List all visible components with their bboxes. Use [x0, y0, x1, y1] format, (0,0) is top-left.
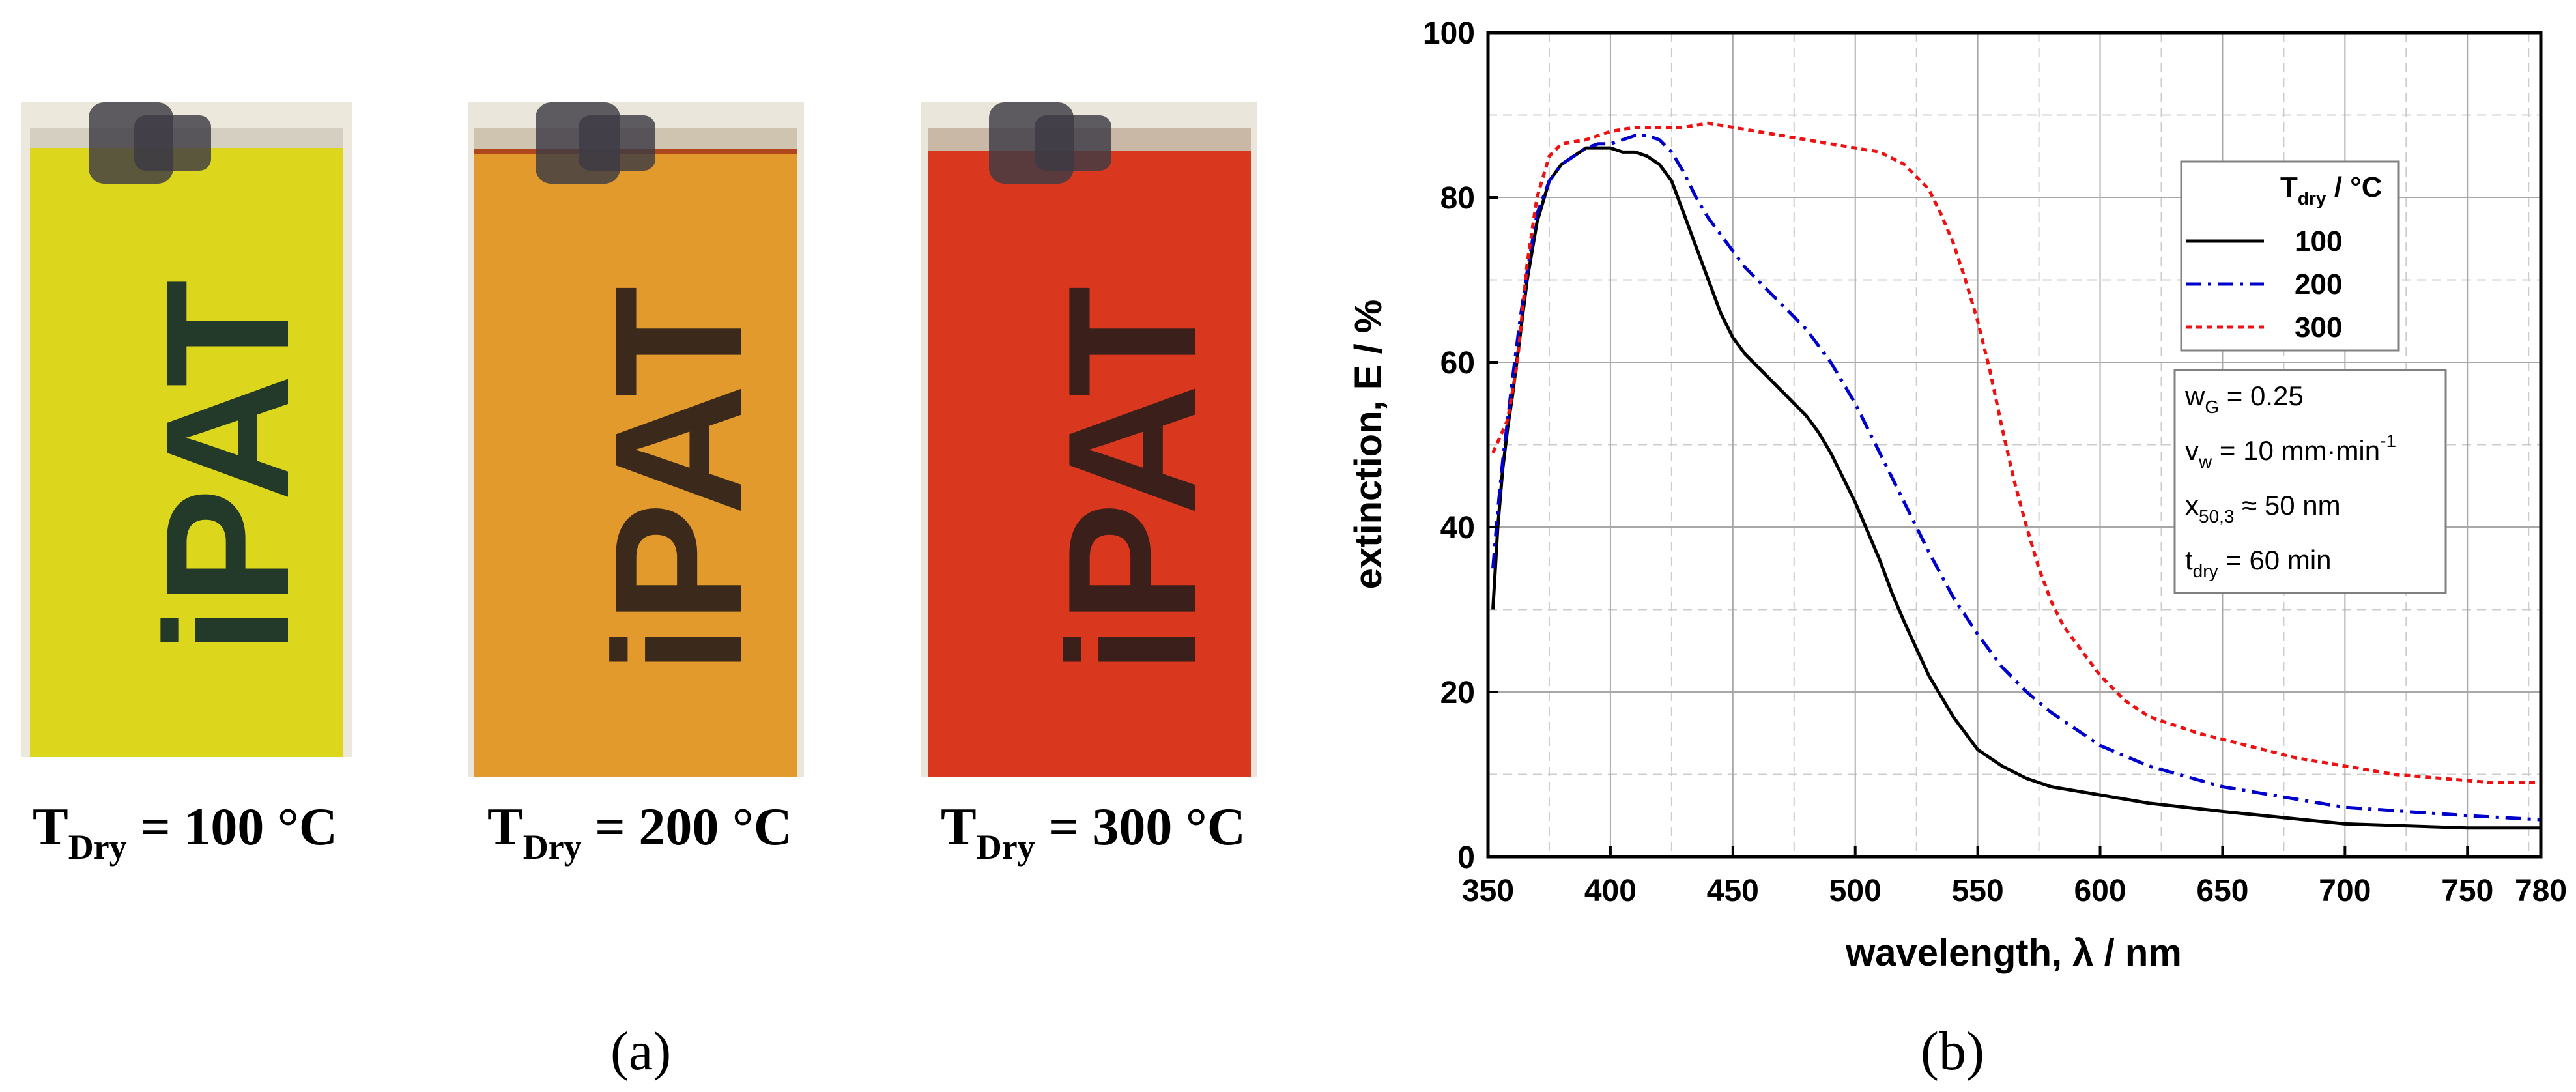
legend-label-100: 100 — [2295, 225, 2342, 257]
slide-photo-300: iPAT — [921, 102, 1257, 777]
svg-text:iPAT: iPAT — [130, 280, 326, 655]
caption-200: TDry = 200 °C — [487, 797, 792, 867]
slide-photo-200: iPAT — [468, 102, 804, 777]
x-tick-label: 650 — [2196, 874, 2248, 908]
plot-frame — [1486, 31, 2543, 859]
caption-100: TDry = 100 °C — [33, 797, 337, 867]
x-tick-label: 400 — [1584, 874, 1637, 908]
legend-title: Tdry / °C — [2280, 171, 2383, 208]
panel-label-b: (b) — [1921, 1021, 1984, 1082]
series-line-100 — [1491, 146, 2541, 830]
series-lines — [1491, 121, 2541, 830]
x-tick-label: 780 — [2515, 874, 2567, 908]
legend: Tdry / °C 100 200 300 — [2180, 160, 2400, 352]
series-line-300 — [1491, 121, 2541, 784]
x-tick-label: 600 — [2074, 874, 2126, 908]
param-wg: wG = 0.25 — [2184, 381, 2304, 417]
parameter-box: wG = 0.25 vw = 10 mm·min-1 x50,3 ≈ 50 nm… — [2173, 369, 2447, 594]
y-tick-label: 80 — [1440, 181, 1475, 216]
x-axis-label: wavelength, λ / nm — [1845, 932, 2182, 974]
y-tick-label: 60 — [1440, 346, 1475, 381]
x-tick-label: 550 — [1952, 874, 2004, 908]
legend-label-200: 200 — [2295, 268, 2342, 300]
param-vw: vw = 10 mm·min-1 — [2185, 431, 2396, 472]
y-tick-label: 100 — [1423, 16, 1475, 51]
caption-300: TDry = 300 °C — [941, 797, 1246, 867]
svg-text:iPAT: iPAT — [577, 286, 780, 674]
x-tick-label: 750 — [2441, 874, 2493, 908]
x-tick-label: 350 — [1462, 874, 1514, 908]
x-tick-label: 500 — [1829, 874, 1882, 908]
param-tdry: tdry = 60 min — [2185, 545, 2332, 581]
x-tick-label: 450 — [1707, 874, 1759, 908]
y-tick-label: 0 — [1457, 841, 1475, 875]
svg-text:iPAT: iPAT — [1031, 286, 1234, 674]
x-tick-label: 700 — [2319, 874, 2371, 908]
slide-photo-100: iPAT — [21, 102, 352, 757]
param-x50: x50,3 ≈ 50 nm — [2185, 490, 2341, 526]
y-tick-label: 20 — [1440, 676, 1475, 710]
series-line-200 — [1491, 134, 2541, 822]
panel-label-a: (a) — [610, 1021, 672, 1082]
axis-ticks: 350 400 450 500 550 600 650 700 750 780 0 20 40 60 80 1… — [1423, 16, 2567, 908]
y-tick-label: 40 — [1440, 511, 1475, 545]
legend-label-300: 300 — [2295, 311, 2342, 343]
y-axis-label: extinction, E / % — [1347, 300, 1390, 590]
